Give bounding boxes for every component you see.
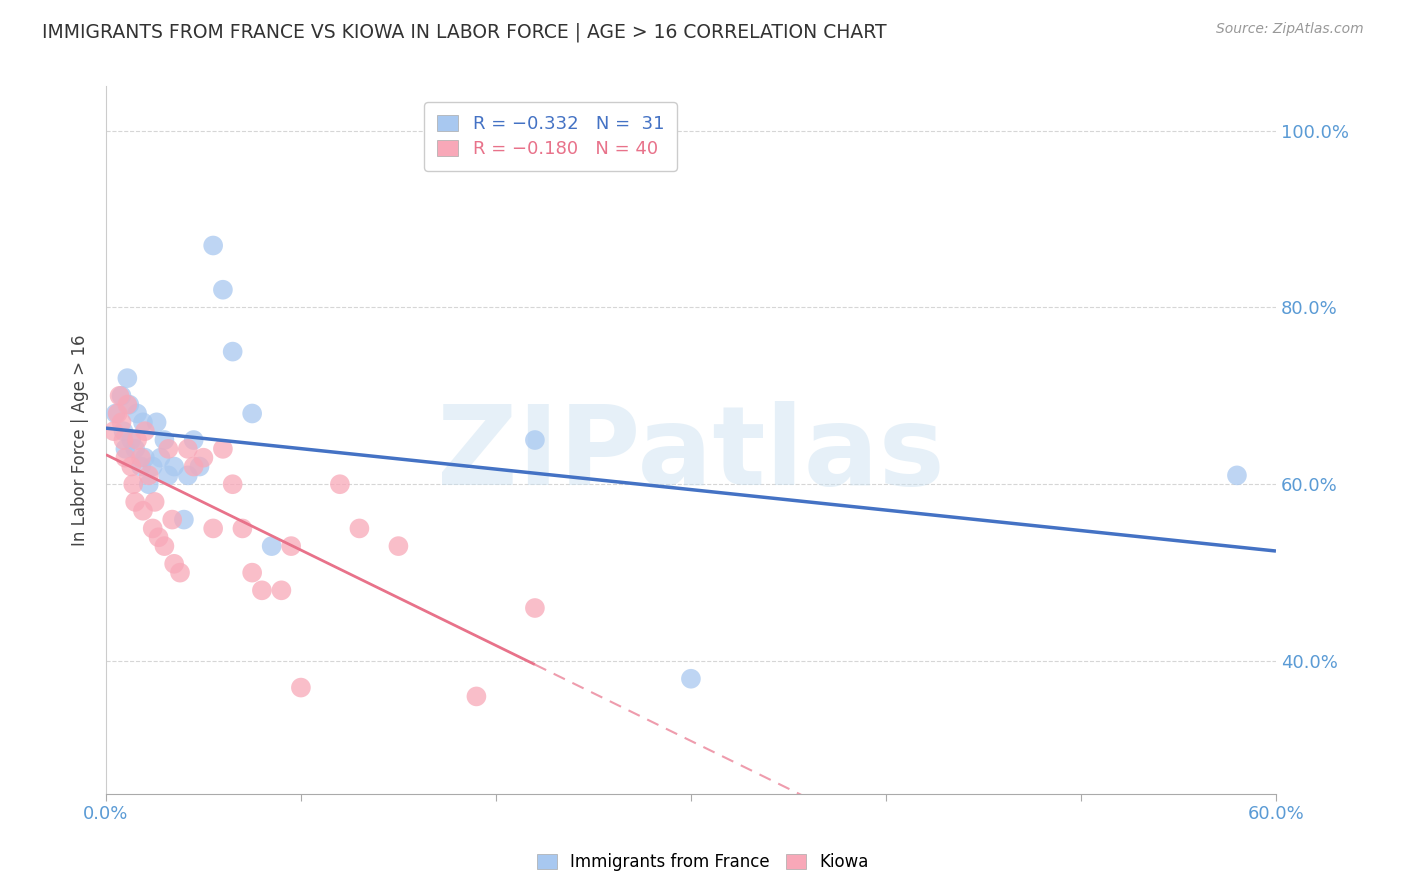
Point <box>108 389 131 403</box>
Point <box>221 344 243 359</box>
Point <box>160 513 183 527</box>
Point <box>112 424 135 438</box>
Point <box>122 477 145 491</box>
Point <box>114 442 136 456</box>
Point <box>387 539 409 553</box>
Point <box>117 371 139 385</box>
Point <box>145 415 167 429</box>
Point <box>240 566 263 580</box>
Point <box>134 424 156 438</box>
Point <box>118 398 141 412</box>
Point <box>221 477 243 491</box>
Point <box>212 283 235 297</box>
Point <box>142 459 165 474</box>
Point <box>157 442 180 456</box>
Point <box>679 672 702 686</box>
Point <box>153 539 176 553</box>
Point <box>290 681 312 695</box>
Point <box>120 459 142 474</box>
Point <box>202 521 225 535</box>
Point <box>153 433 176 447</box>
Point <box>270 583 292 598</box>
Point <box>177 442 200 456</box>
Point <box>193 450 215 465</box>
Point <box>138 468 160 483</box>
Legend: Immigrants from France, Kiowa: Immigrants from France, Kiowa <box>529 845 877 880</box>
Point <box>349 521 371 535</box>
Legend: R = −0.332   N =  31, R = −0.180   N = 40: R = −0.332 N = 31, R = −0.180 N = 40 <box>425 103 676 170</box>
Point <box>104 407 127 421</box>
Point <box>107 407 129 421</box>
Point <box>465 690 488 704</box>
Point <box>124 495 146 509</box>
Point <box>183 433 205 447</box>
Point <box>202 238 225 252</box>
Point <box>260 539 283 553</box>
Point <box>120 433 142 447</box>
Point <box>117 398 139 412</box>
Point <box>169 566 191 580</box>
Point <box>142 521 165 535</box>
Point <box>163 557 186 571</box>
Point <box>240 407 263 421</box>
Point <box>177 468 200 483</box>
Point <box>329 477 352 491</box>
Point <box>148 530 170 544</box>
Text: IMMIGRANTS FROM FRANCE VS KIOWA IN LABOR FORCE | AGE > 16 CORRELATION CHART: IMMIGRANTS FROM FRANCE VS KIOWA IN LABOR… <box>42 22 887 42</box>
Point <box>157 468 180 483</box>
Point <box>231 521 253 535</box>
Point <box>1226 468 1249 483</box>
Point <box>143 495 166 509</box>
Point <box>110 415 132 429</box>
Point <box>112 433 135 447</box>
Point <box>163 459 186 474</box>
Point <box>250 583 273 598</box>
Point <box>114 450 136 465</box>
Point <box>173 513 195 527</box>
Y-axis label: In Labor Force | Age > 16: In Labor Force | Age > 16 <box>72 334 89 546</box>
Point <box>523 433 546 447</box>
Point <box>132 504 155 518</box>
Point <box>127 407 149 421</box>
Point <box>110 389 132 403</box>
Point <box>212 442 235 456</box>
Point <box>149 450 172 465</box>
Point <box>132 415 155 429</box>
Point <box>523 601 546 615</box>
Point <box>138 477 160 491</box>
Point <box>127 433 149 447</box>
Point <box>134 450 156 465</box>
Point <box>280 539 302 553</box>
Point <box>129 450 152 465</box>
Point <box>183 459 205 474</box>
Text: Source: ZipAtlas.com: Source: ZipAtlas.com <box>1216 22 1364 37</box>
Point <box>124 442 146 456</box>
Text: ZIPatlas: ZIPatlas <box>437 401 945 508</box>
Point <box>103 424 125 438</box>
Point <box>129 459 152 474</box>
Point <box>188 459 211 474</box>
